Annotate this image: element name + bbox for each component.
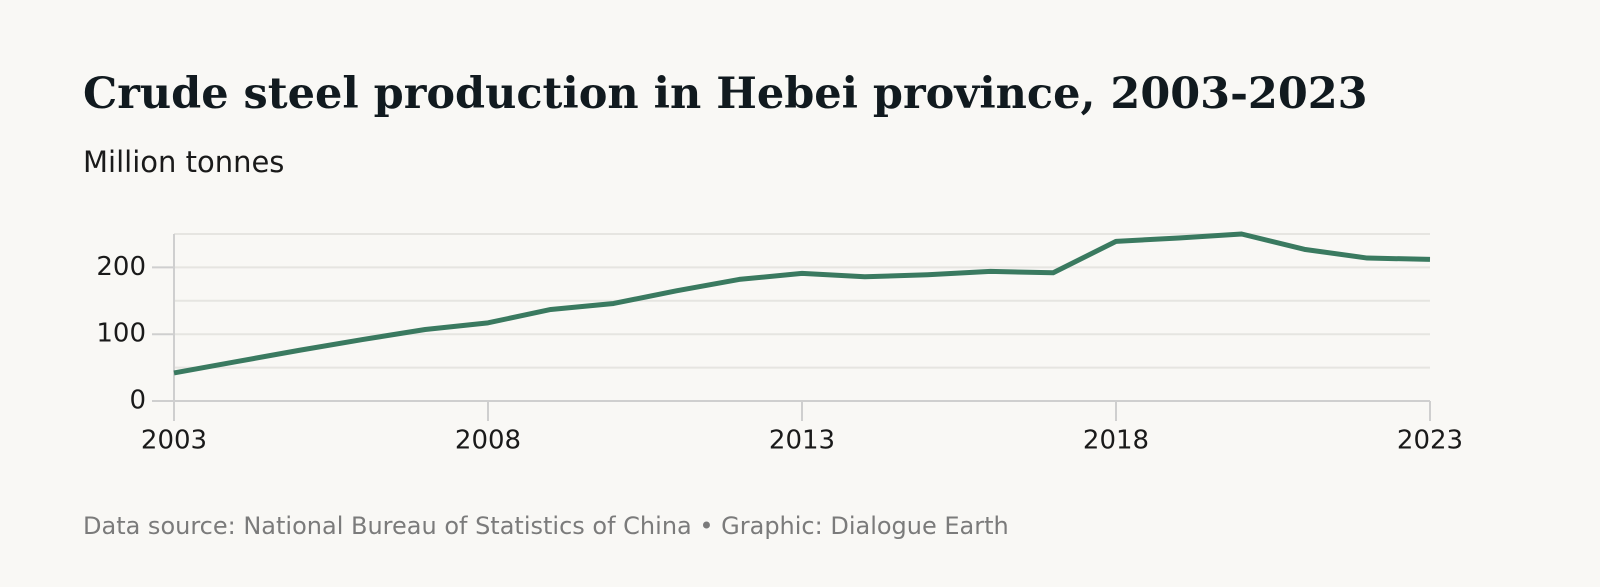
y-tick-label: 0 [129,386,146,416]
data-line [173,231,1431,376]
x-tick-label: 2008 [455,426,521,456]
chart-title: Crude steel production in Hebei province… [83,69,1368,119]
y-tick-label: 200 [96,252,146,282]
source-note: Data source: National Bureau of Statisti… [83,512,1009,540]
x-tick-label: 2023 [1397,426,1463,456]
y-tick-label: 100 [96,319,146,349]
x-tick-label: 2013 [769,426,835,456]
chart-subtitle: Million tonnes [83,145,284,179]
x-tick-label: 2003 [141,426,207,456]
x-tick-label: 2018 [1083,426,1149,456]
